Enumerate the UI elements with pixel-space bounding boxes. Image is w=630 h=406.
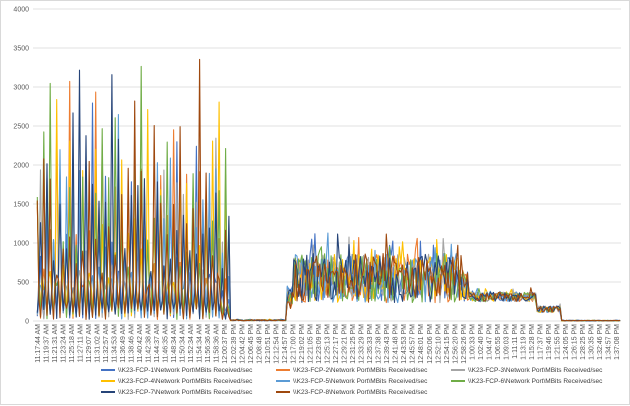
legend-entry: \\K23-FCP-5\Network Port\MBits Received/…: [293, 378, 428, 385]
x-tick-label: 1:09:03 PM: [503, 324, 510, 360]
x-tick-label: 11:29:07 AM: [86, 324, 93, 363]
x-tick-label: 11:54:34 AM: [197, 324, 204, 363]
x-tick-label: 11:17:44 AM: [35, 324, 42, 363]
legend-entry: \\K23-FCP-7\Network Port\MBits Received/…: [118, 389, 253, 396]
y-tick-label: 3000: [13, 85, 29, 92]
x-tick-label: 1:21:55 PM: [555, 324, 562, 360]
x-tick-label: 12:04:42 PM: [239, 324, 246, 364]
x-tick-label: 11:25:18 AM: [69, 324, 76, 363]
x-tick-label: 12:06:45 PM: [248, 324, 255, 364]
x-tick-label: 1:32:46 PM: [597, 324, 604, 360]
x-tick-label: 11:58:36 AM: [214, 324, 221, 363]
x-tick-label: 12:58:26 PM: [461, 324, 468, 364]
x-tick-label: 11:32:57 AM: [103, 324, 110, 363]
x-tick-label: 1:19:46 PM: [546, 324, 553, 360]
x-tick-label: 12:12:54 PM: [273, 324, 280, 364]
x-tick-label: 12:41:48 PM: [393, 324, 400, 364]
x-tick-label: 12:08:48 PM: [256, 324, 263, 364]
x-tick-label: 12:56:20 PM: [452, 324, 459, 364]
y-tick-label: 4000: [13, 7, 29, 14]
x-tick-label: 11:21:31 AM: [52, 324, 59, 363]
x-tick-label: 1:06:55 PM: [495, 324, 502, 360]
x-tick-label: 11:31:02 AM: [94, 324, 101, 363]
x-tick-label: 1:26:15 PM: [572, 324, 579, 360]
series-line-8: [36, 58, 621, 322]
y-tick-label: 1500: [13, 202, 29, 209]
x-tick-label: 11:46:35 AM: [163, 324, 170, 363]
x-tick-label: 12:02:39 PM: [231, 324, 238, 364]
x-tick-label: 12:48:01 PM: [418, 324, 425, 364]
x-tick-label: 12:45:57 PM: [410, 324, 417, 364]
legend-entry: \\K23-FCP-6\Network Port\MBits Received/…: [468, 378, 603, 385]
x-tick-label: 11:19:37 AM: [43, 324, 50, 363]
y-tick-label: 2500: [13, 124, 29, 131]
x-tick-label: 11:36:49 AM: [120, 324, 127, 363]
x-tick-label: 12:54:15 PM: [444, 324, 451, 364]
legend-entry: \\K23-FCP-4\Network Port\MBits Received/…: [118, 378, 253, 385]
x-tick-label: 12:29:21 PM: [342, 324, 349, 364]
x-tick-label: 12:50:06 PM: [427, 324, 434, 364]
legend-entry: \\K23-FCP-3\Network Port\MBits Received/…: [468, 367, 603, 374]
x-tick-label: 1:04:47 PM: [486, 324, 493, 360]
x-tick-label: 12:52:10 PM: [435, 324, 442, 364]
x-tick-label: 1:28:25 PM: [580, 324, 587, 360]
x-tick-label: 1:00:33 PM: [469, 324, 476, 360]
x-tick-label: 11:44:37 AM: [154, 324, 161, 363]
x-tick-label: 12:27:17 PM: [333, 324, 340, 364]
x-tick-label: 1:11:11 PM: [512, 324, 519, 359]
y-tick-label: 0: [25, 319, 29, 326]
plot-lines: [36, 58, 621, 322]
legend-entry: \\K23-FCP-2\Network Port\MBits Received/…: [293, 367, 428, 374]
x-tick-label: 12:23:09 PM: [316, 324, 323, 364]
x-tick-label: 11:52:34 AM: [188, 324, 195, 363]
x-tick-label: 1:15:28 PM: [529, 324, 536, 360]
x-tick-label: 1:34:57 PM: [606, 324, 613, 360]
x-tick-label: 12:33:29 PM: [359, 324, 366, 364]
x-tick-label: 1:02:40 PM: [478, 324, 485, 360]
x-tick-label: 12:37:38 PM: [376, 324, 383, 364]
legend-entry: \\K23-FCP-8\Network Port\MBits Received/…: [293, 389, 428, 396]
x-tick-label: 11:34:53 AM: [111, 324, 118, 363]
x-tick-label: 12:31:25 PM: [350, 324, 357, 364]
x-tick-label: 11:50:34 AM: [180, 324, 187, 363]
x-tick-label: 12:14:57 PM: [282, 324, 289, 364]
x-tick-label: 1:24:05 PM: [563, 324, 570, 360]
x-tick-label: 12:39:43 PM: [384, 324, 391, 364]
x-tick-label: 1:13:19 PM: [521, 324, 528, 360]
x-tick-label: 1:17:37 PM: [538, 324, 545, 360]
x-tick-label: 12:19:02 PM: [299, 324, 306, 364]
x-tick-label: 1:37:08 PM: [614, 324, 621, 360]
x-tick-label: 1:30:35 PM: [589, 324, 596, 360]
x-tick-label: 12:00:37 PM: [222, 324, 229, 364]
legend: \\K23-FCP-1\Network Port\MBits Received/…: [101, 367, 603, 396]
y-axis-ticks: 0 500 1000 1500 2000 2500 3000 3500 4000: [13, 7, 29, 326]
x-tick-label: 11:56:36 AM: [205, 324, 212, 363]
x-tick-label: 11:42:38 AM: [146, 324, 153, 363]
y-tick-label: 500: [17, 280, 29, 287]
x-tick-label: 12:35:33 PM: [367, 324, 374, 364]
y-tick-label: 2000: [13, 163, 29, 170]
y-tick-label: 3500: [13, 46, 29, 53]
x-tick-label: 11:27:11 AM: [77, 324, 84, 362]
x-axis-ticks: 11:17:44 AM 11:19:37 AM 11:21:31 AM 11:23:2…: [35, 324, 621, 364]
x-tick-label: 12:10:51 PM: [265, 324, 272, 364]
x-tick-label: 12:21:05 PM: [307, 324, 314, 364]
x-tick-label: 12:43:53 PM: [401, 324, 408, 364]
x-tick-label: 12:25:13 PM: [325, 324, 332, 364]
x-tick-label: 11:48:34 AM: [171, 324, 178, 363]
y-tick-label: 1000: [13, 241, 29, 248]
x-tick-label: 11:38:46 AM: [129, 324, 136, 363]
x-tick-label: 11:23:24 AM: [60, 324, 67, 363]
legend-entry: \\K23-FCP-1\Network Port\MBits Received/…: [118, 367, 253, 374]
x-tick-label: 11:40:42 AM: [137, 324, 144, 363]
x-tick-label: 12:17:00 PM: [290, 324, 297, 364]
